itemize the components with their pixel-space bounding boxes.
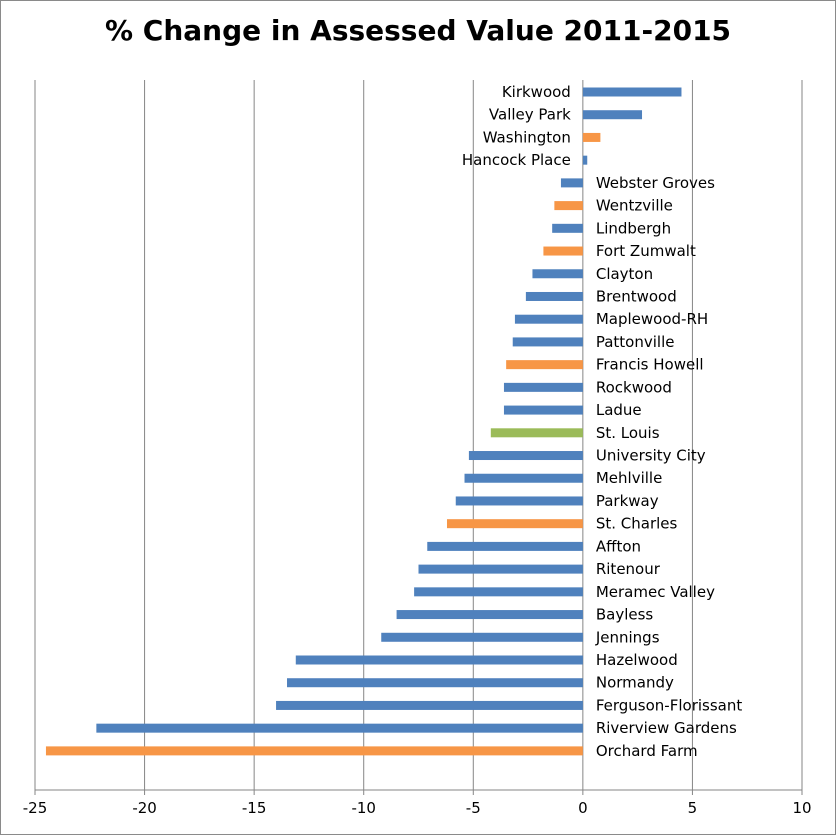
category-label: Ritenour	[596, 560, 661, 578]
bar	[514, 314, 583, 324]
category-label: Affton	[596, 537, 641, 555]
bar	[381, 632, 583, 642]
category-label: Riverview Gardens	[596, 719, 737, 737]
category-label: Orchard Farm	[596, 742, 698, 760]
x-tick-label: 10	[792, 799, 811, 817]
category-label: Washington	[483, 128, 571, 146]
bar	[295, 655, 583, 665]
category-label: Kirkwood	[502, 83, 571, 101]
bar	[468, 451, 583, 461]
category-label: Fort Zumwalt	[596, 242, 696, 260]
category-label: Ladue	[596, 401, 642, 419]
bar	[418, 564, 583, 574]
bar	[427, 541, 583, 551]
bar	[543, 246, 583, 256]
category-label: Ferguson-Florissant	[596, 696, 743, 714]
bar	[45, 746, 583, 756]
bar	[276, 700, 583, 710]
category-labels: Kirkwood Valley Park Washington Hancock Pla…	[462, 83, 742, 760]
category-label: Parkway	[596, 492, 659, 510]
category-label: Webster Groves	[596, 174, 715, 192]
category-label: Bayless	[596, 606, 654, 624]
category-label: Normandy	[596, 674, 674, 692]
category-label: Maplewood-RH	[596, 310, 708, 328]
bar	[552, 223, 583, 233]
x-tick-label: 0	[578, 799, 588, 817]
x-tick-label: -25	[23, 799, 48, 817]
bar	[503, 405, 583, 415]
bar	[455, 496, 583, 506]
category-label: Brentwood	[596, 287, 677, 305]
category-label: Lindbergh	[596, 219, 671, 237]
bar	[446, 519, 583, 529]
bar	[490, 428, 583, 438]
category-label: Hancock Place	[462, 151, 571, 169]
x-axis: -25 -20 -15 -10 -5 0 5 10	[23, 789, 812, 817]
category-label: St. Charles	[596, 515, 678, 533]
category-label: Meramec Valley	[596, 583, 715, 601]
bar	[525, 291, 583, 301]
bar	[414, 587, 583, 597]
x-tick-label: -5	[466, 799, 481, 817]
bar	[532, 269, 583, 279]
bar	[512, 337, 583, 347]
category-label: Mehlville	[596, 469, 662, 487]
category-label: University City	[596, 447, 706, 465]
bar	[464, 473, 583, 483]
bar	[582, 155, 588, 165]
category-label: Valley Park	[489, 106, 571, 124]
category-label: Rockwood	[596, 378, 672, 396]
chart-title: % Change in Assessed Value 2011-2015	[104, 14, 732, 47]
bar	[503, 382, 583, 392]
bar	[96, 723, 583, 733]
x-tick-label: 5	[688, 799, 698, 817]
category-label: Pattonville	[596, 333, 675, 351]
bar	[582, 110, 643, 120]
x-tick-label: -20	[132, 799, 157, 817]
x-tick-label: -15	[242, 799, 267, 817]
bar	[560, 178, 583, 188]
bar	[287, 678, 583, 688]
category-label: Hazelwood	[596, 651, 678, 669]
bar	[396, 610, 583, 620]
category-label: Jennings	[595, 628, 660, 646]
category-label: St. Louis	[596, 424, 660, 442]
category-label: Francis Howell	[596, 356, 704, 374]
bar	[582, 87, 682, 97]
bar	[554, 201, 583, 211]
x-tick-label: -10	[351, 799, 376, 817]
bars	[45, 87, 682, 756]
bar	[582, 132, 601, 142]
bar	[506, 360, 583, 370]
category-label: Clayton	[596, 265, 653, 283]
category-label: Wentzville	[596, 197, 673, 215]
